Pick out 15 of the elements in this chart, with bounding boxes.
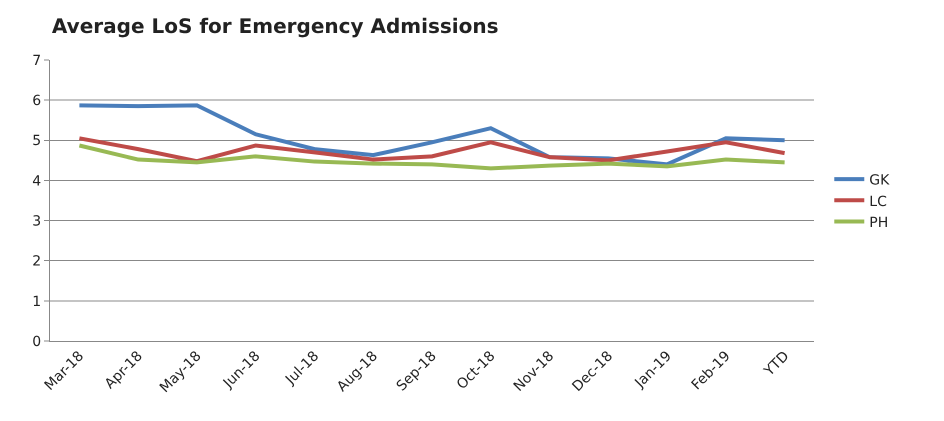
legend-label: LC xyxy=(869,194,888,210)
y-tick-label: 5 xyxy=(32,133,42,150)
y-tick-label: 3 xyxy=(32,213,42,230)
x-tick-label: YTD xyxy=(760,348,792,380)
y-tick-label: 0 xyxy=(32,334,42,350)
y-tick-label: 4 xyxy=(32,173,42,190)
y-tick-label: 2 xyxy=(32,254,42,270)
line-series xyxy=(77,136,787,164)
y-tick-label: 6 xyxy=(32,93,42,110)
legend-label: PH xyxy=(869,214,888,231)
legend-label: GK xyxy=(869,172,890,189)
chart-title: Average LoS for Emergency Admissions xyxy=(52,14,499,38)
line-series xyxy=(77,144,787,170)
y-tick-label: 1 xyxy=(32,294,42,310)
y-tick-label: 7 xyxy=(32,52,42,69)
